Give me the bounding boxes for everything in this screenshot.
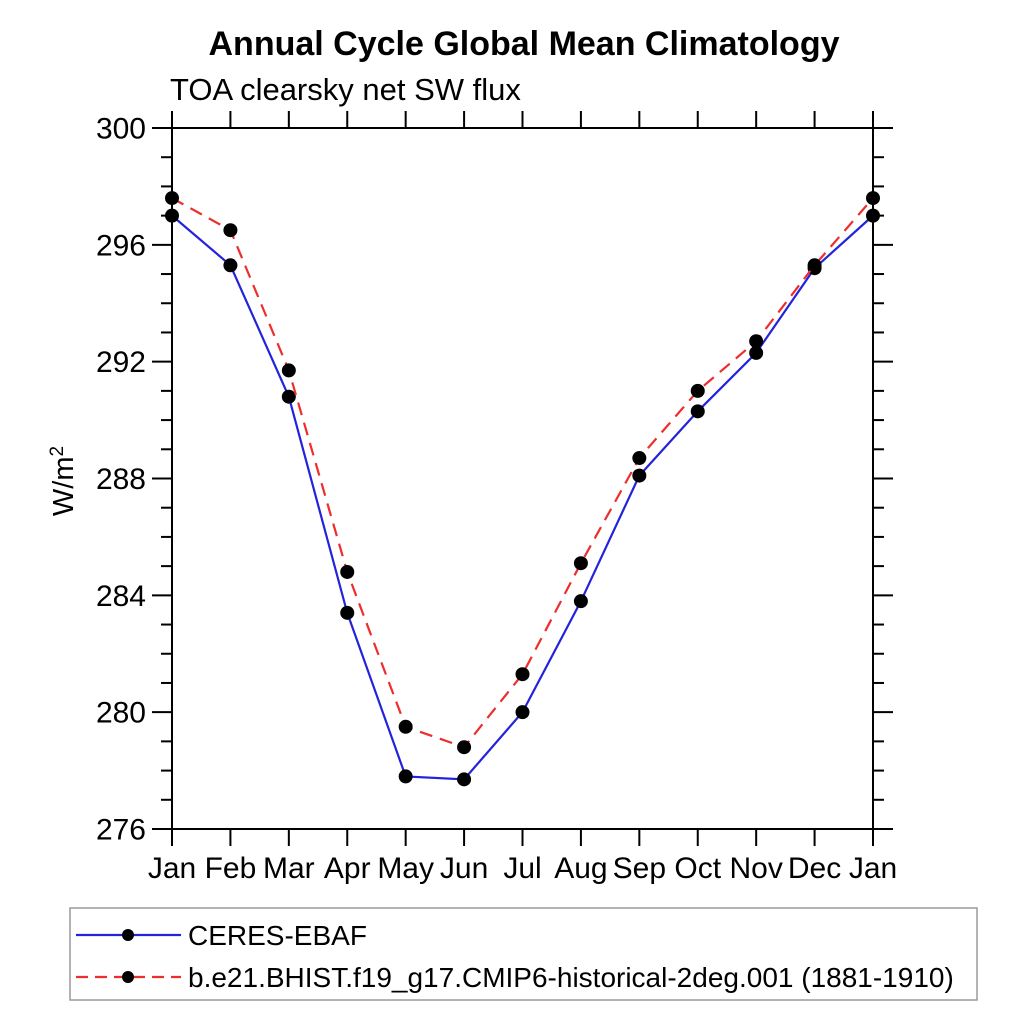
- legend-item: CERES-EBAF: [76, 920, 367, 951]
- y-axis-label-exponent: 2: [47, 446, 68, 457]
- y-tick-label: 280: [96, 697, 146, 730]
- legend-box: [69, 907, 978, 1001]
- legend-marker: [122, 929, 134, 941]
- data-series: [165, 191, 880, 787]
- plot-frame: [171, 127, 874, 830]
- x-tick-label: Apr: [324, 852, 371, 885]
- y-tick-label: 288: [96, 463, 146, 496]
- y-tick-label: 276: [96, 814, 146, 847]
- data-point-marker: [866, 191, 880, 206]
- y-axis-label-base: W/m: [48, 456, 80, 516]
- y-tick-label: 296: [96, 229, 146, 262]
- data-point-marker: [457, 740, 472, 755]
- legend-label: b.e21.BHIST.f19_g17.CMIP6-historical-2de…: [188, 962, 954, 993]
- data-point-marker: [398, 769, 413, 784]
- x-tick-label: Sep: [613, 852, 666, 885]
- data-point-marker: [223, 258, 238, 273]
- data-point-marker: [690, 404, 705, 419]
- data-point-marker: [515, 705, 530, 720]
- data-point-marker: [749, 345, 764, 360]
- series-line-model: [171, 197, 874, 749]
- x-tick-label: Oct: [674, 852, 721, 885]
- legend-label: CERES-EBAF: [188, 920, 367, 951]
- data-point-marker: [281, 389, 296, 404]
- x-tick-label: Aug: [554, 852, 607, 885]
- axes: Jan Feb Mar Apr May Jun Jul Aug Sep Oct Nov Dec Jan2…: [96, 111, 897, 885]
- x-tick-label: Jul: [503, 852, 541, 885]
- data-point-marker: [165, 191, 179, 206]
- x-tick-label: May: [377, 852, 434, 885]
- y-tick-label: 284: [96, 580, 146, 613]
- chart-title: Annual Cycle Global Mean Climatology: [209, 25, 840, 63]
- data-point-marker: [457, 772, 472, 787]
- data-point-marker: [632, 468, 647, 483]
- legend: CERES-EBAF b.e21.BHIST.f19_g17.CMIP6-hist…: [69, 907, 978, 1001]
- x-tick-label: Nov: [729, 852, 782, 885]
- data-point-marker: [573, 556, 588, 571]
- x-tick-label: Jan: [849, 852, 897, 885]
- y-tick-label: 300: [96, 113, 146, 146]
- data-point-marker: [281, 363, 296, 378]
- x-tick-label: Jun: [440, 852, 488, 885]
- data-point-marker: [632, 451, 647, 466]
- data-point-marker: [807, 258, 822, 273]
- x-tick-label: Jan: [148, 852, 196, 885]
- y-tick-label: 292: [96, 346, 146, 379]
- y-axis-label: W/m2: [47, 446, 80, 516]
- data-point-marker: [398, 719, 413, 734]
- data-point-marker: [515, 667, 530, 682]
- data-point-marker: [165, 208, 179, 223]
- series-line-ceres-ebaf: [171, 214, 874, 781]
- data-point-marker: [340, 564, 355, 579]
- data-point-marker: [573, 594, 588, 609]
- data-point-marker: [749, 334, 764, 349]
- x-tick-label: Feb: [205, 852, 257, 885]
- x-tick-label: Dec: [788, 852, 841, 885]
- data-point-marker: [690, 383, 705, 398]
- chart-subtitle: TOA clearsky net SW flux: [170, 72, 521, 107]
- legend-item: b.e21.BHIST.f19_g17.CMIP6-historical-2de…: [76, 962, 954, 993]
- data-point-marker: [223, 223, 238, 238]
- data-point-marker: [340, 605, 355, 620]
- data-point-marker: [866, 208, 880, 223]
- x-tick-label: Mar: [263, 852, 315, 885]
- legend-marker: [122, 971, 134, 983]
